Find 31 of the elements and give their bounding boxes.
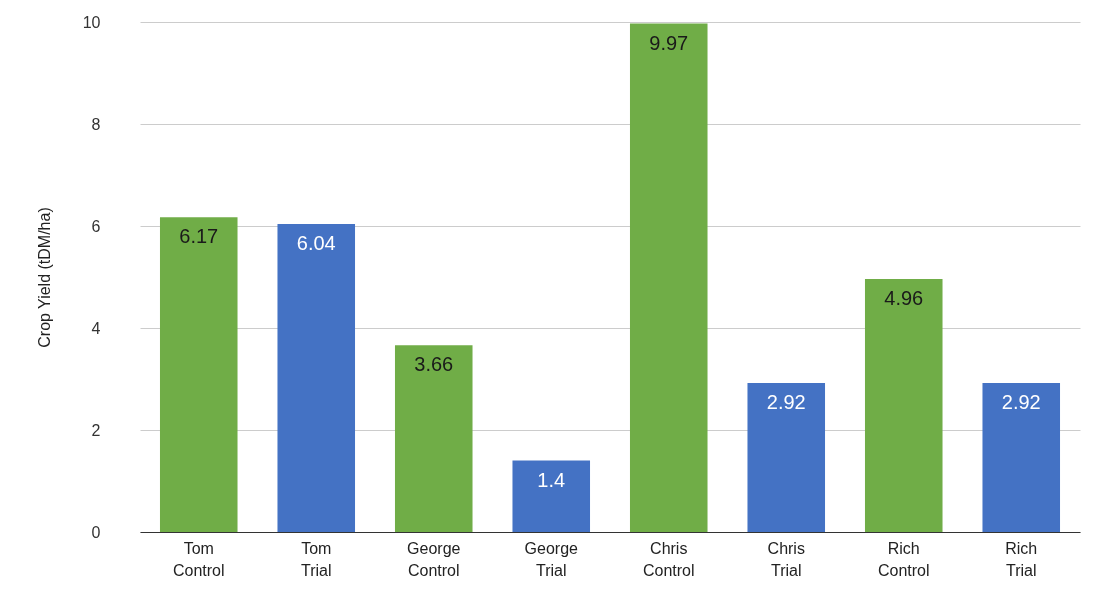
bar: [394, 345, 473, 532]
x-tick-label: Tom Trial: [300, 539, 332, 579]
y-tick-label: 10: [82, 13, 101, 31]
bar: [982, 383, 1061, 532]
data-label: 3.66: [414, 353, 454, 376]
y-tick-label: 0: [91, 523, 101, 541]
bar: [629, 23, 708, 532]
x-tick-label: George Control: [407, 539, 461, 579]
data-label: 6.17: [179, 225, 219, 248]
data-label: 9.97: [649, 31, 689, 54]
data-label: 6.04: [296, 231, 336, 254]
bar: [512, 460, 591, 532]
x-tick-label: Rich Trial: [1005, 539, 1038, 579]
data-label: 2.92: [1001, 391, 1041, 414]
x-tick-label: Chris Control: [642, 539, 695, 579]
bar: [747, 383, 826, 532]
data-label: 1.4: [537, 468, 566, 491]
data-label: 4.96: [884, 287, 924, 310]
y-tick-label: 2: [91, 421, 101, 439]
bar: [277, 223, 356, 532]
x-tick-label: Chris Trial: [767, 539, 805, 579]
data-label: 2.92: [766, 391, 806, 414]
bar: [159, 217, 238, 532]
y-tick-label: 4: [91, 319, 101, 337]
x-tick-label: George Trial: [524, 539, 579, 579]
y-tick-label: 8: [91, 115, 101, 133]
x-tick-label: Tom Control: [172, 539, 225, 579]
x-tick-label: Rich Control: [877, 539, 930, 579]
bar: [864, 279, 943, 532]
y-axis-title: Crop Yield (tDM/ha): [35, 207, 53, 348]
y-tick-label: 6: [91, 217, 101, 235]
